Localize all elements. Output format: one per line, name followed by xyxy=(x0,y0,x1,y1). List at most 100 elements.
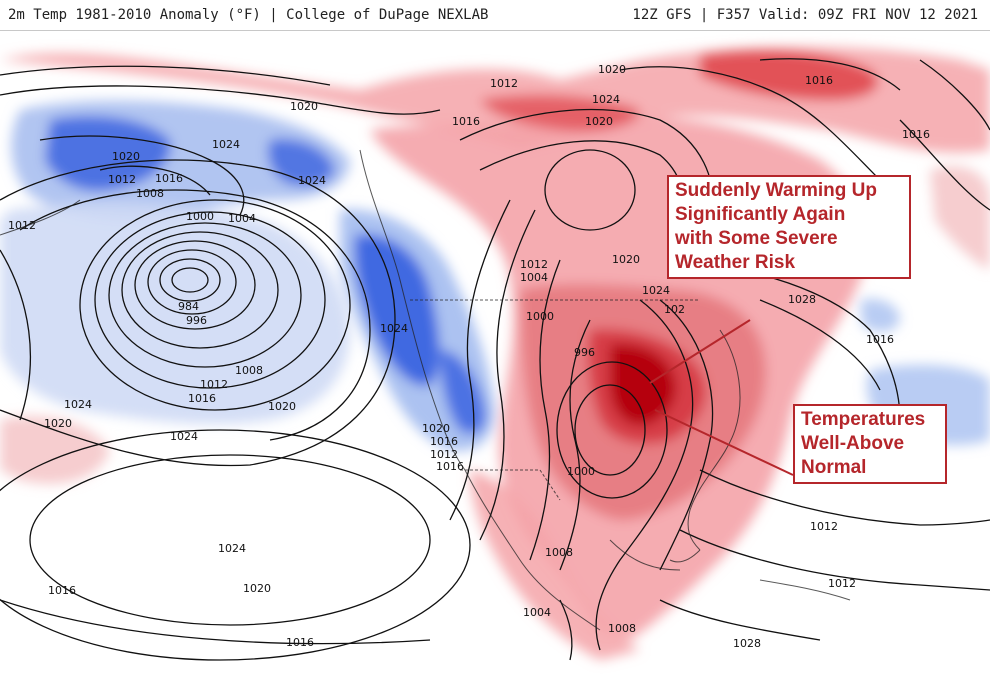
isobar xyxy=(559,599,573,661)
isobar xyxy=(19,189,371,441)
isobar xyxy=(544,149,636,231)
pressure-label: 1024 xyxy=(298,174,326,187)
pressure-label: 1004 xyxy=(228,212,256,225)
isobar xyxy=(171,267,209,293)
pressure-label: 984 xyxy=(178,300,199,313)
pressure-label: 1024 xyxy=(64,398,92,411)
isobar xyxy=(0,65,331,86)
isobar xyxy=(0,85,441,115)
pressure-label: 1012 xyxy=(108,173,136,186)
pressure-label: 1020 xyxy=(585,115,613,128)
isobar xyxy=(699,469,990,526)
isobar xyxy=(0,429,471,661)
pressure-label: 1020 xyxy=(112,150,140,163)
isobar xyxy=(899,119,990,211)
pressure-label: 1012 xyxy=(490,77,518,90)
isobar xyxy=(79,199,351,411)
isobar xyxy=(919,59,990,131)
pressure-label: 1008 xyxy=(545,546,573,559)
warm-anomaly-area xyxy=(480,94,640,132)
pressure-label: 1020 xyxy=(598,63,626,76)
annotation-line: Well-Above xyxy=(801,433,905,454)
temps-arrow xyxy=(654,409,794,476)
isobar xyxy=(595,299,694,651)
coastline xyxy=(359,149,601,631)
isobar xyxy=(0,249,32,421)
pressure-label: 1024 xyxy=(212,138,240,151)
pressure-label: 1020 xyxy=(612,253,640,266)
pressure-label: 996 xyxy=(186,314,207,327)
isobar xyxy=(29,454,431,626)
pressure-label: 1008 xyxy=(136,187,164,200)
map-header: 2m Temp 1981-2010 Anomaly (°F) | College… xyxy=(0,0,990,31)
warming-arrow xyxy=(649,319,751,384)
pressure-label: 1004 xyxy=(520,271,548,284)
annotation-line: Normal xyxy=(801,457,867,478)
isobar xyxy=(739,269,901,421)
temperature-annotation: Temperatures Well-Above Normal xyxy=(793,404,947,484)
pressure-label: 1020 xyxy=(290,100,318,113)
coastline xyxy=(0,199,81,236)
isobar xyxy=(559,319,591,571)
pressure-label: 1012 xyxy=(810,520,838,533)
pressure-label: 1020 xyxy=(268,400,296,413)
pressure-label: 1016 xyxy=(452,115,480,128)
coastline-layer xyxy=(0,149,851,631)
pressure-label: 1020 xyxy=(44,417,72,430)
pressure-label: 1016 xyxy=(902,128,930,141)
pressure-label: 1020 xyxy=(422,422,450,435)
pressure-label: 1016 xyxy=(155,172,183,185)
isobar xyxy=(759,299,881,391)
annotation-line: Suddenly Warming Up xyxy=(675,180,877,201)
annotation-arrows xyxy=(649,319,794,476)
pressure-label: 1000 xyxy=(526,310,554,323)
coastline xyxy=(759,579,851,601)
isobar xyxy=(121,231,279,349)
weather-map: 1020 1024 1020 1012 1016 1008 1012 1000 … xyxy=(0,31,990,674)
isobar xyxy=(134,240,256,330)
isobar xyxy=(759,58,901,91)
isobar xyxy=(619,66,881,181)
isobar xyxy=(0,599,431,645)
coastline xyxy=(609,539,681,571)
model-run-info: 12Z GFS | F357 Valid: 09Z FRI NOV 12 202… xyxy=(632,7,978,23)
pressure-label: 1008 xyxy=(235,364,263,377)
pressure-label: 1016 xyxy=(436,460,464,473)
pressure-label: 1012 xyxy=(520,258,548,271)
isobar-layer xyxy=(0,58,990,661)
cold-anomaly-area xyxy=(45,116,171,191)
isobar xyxy=(679,529,990,591)
pressure-label: 996 xyxy=(574,346,595,359)
pressure-label: 1000 xyxy=(567,465,595,478)
annotation-line: Significantly Again xyxy=(675,204,846,225)
isobar xyxy=(556,361,668,499)
warm-anomaly-area xyxy=(930,166,990,270)
annotation-line: Weather Risk xyxy=(675,252,796,273)
pressure-label: 1020 xyxy=(243,582,271,595)
pressure-label: 1012 xyxy=(430,448,458,461)
pressure-label: 1016 xyxy=(866,333,894,346)
map-title: 2m Temp 1981-2010 Anomaly (°F) | College… xyxy=(8,7,489,23)
pressure-label: 1012 xyxy=(8,219,36,232)
coastline xyxy=(669,549,701,563)
isobar xyxy=(529,259,561,561)
isobar xyxy=(449,199,511,521)
pressure-label: 1028 xyxy=(733,637,761,650)
pressure-label: 102 xyxy=(664,303,685,316)
pressure-label: 1016 xyxy=(430,435,458,448)
warm-anomaly-area xyxy=(0,416,110,484)
pressure-label: 1024 xyxy=(170,430,198,443)
cold-anomaly-area xyxy=(860,298,900,332)
pressure-label: 1024 xyxy=(642,284,670,297)
isobar xyxy=(659,599,821,641)
pressure-label: 1024 xyxy=(592,93,620,106)
pressure-label: 1000 xyxy=(186,210,214,223)
pressure-label: 1028 xyxy=(788,293,816,306)
pressure-labels: 1020 1024 1020 1012 1016 1008 1012 1000 … xyxy=(8,63,930,650)
pressure-label: 1016 xyxy=(188,392,216,405)
isobar xyxy=(159,258,221,302)
pressure-label: 1016 xyxy=(286,636,314,649)
border xyxy=(460,469,561,501)
isobar xyxy=(574,384,646,476)
pressure-label: 1012 xyxy=(200,378,228,391)
